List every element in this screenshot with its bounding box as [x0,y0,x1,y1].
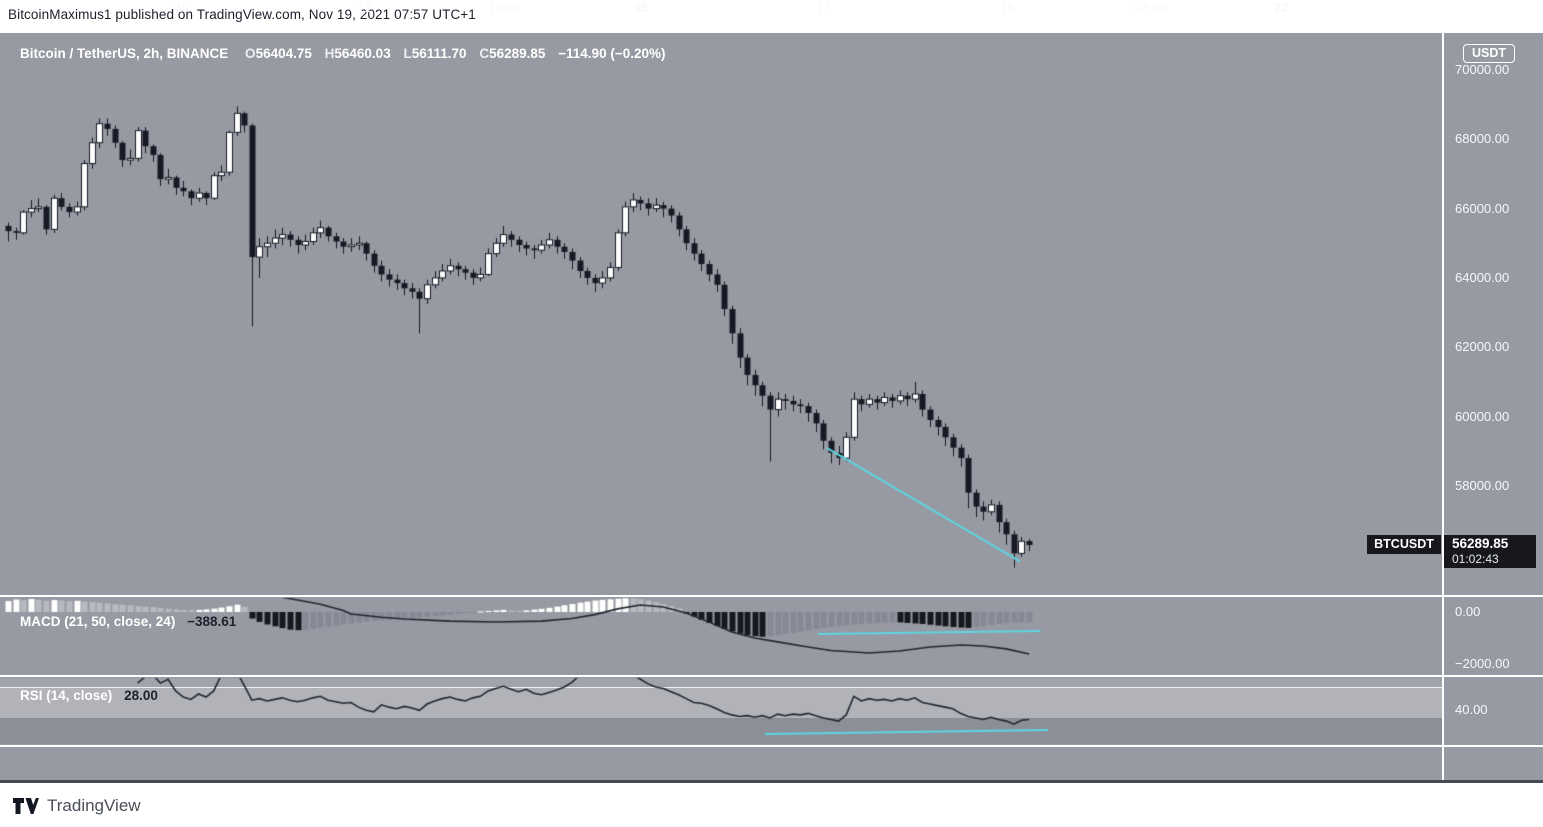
time-tick-label: 13:00 [1133,0,1167,15]
last-price: 56289.85 [1452,536,1509,551]
tradingview-brand-text: TradingView [47,796,141,815]
legend-low-value: 56111.70 [411,46,467,61]
tradingview-logo-icon[interactable] [13,796,39,816]
legend-low-label: L [403,46,412,61]
price-tick-label: 60000.00 [1455,408,1510,424]
price-tick-label: 58000.00 [1455,477,1510,493]
legend-symbol[interactable]: Bitcoin / TetherUS, 2h, BINANCE [20,46,229,61]
symbol-legend[interactable]: Bitcoin / TetherUS, 2h, BINANCE O56404.7… [20,46,665,61]
last-price-badge: 56289.85 01:02:43 [1444,535,1536,568]
time-tick-label: 13:00 [487,0,521,15]
legend-close-value: 56289.85 [489,46,546,61]
time-tick-label: 12 [357,0,372,15]
rsi-tick-label: 40.00 [1455,702,1488,718]
legend-open-label: O [245,46,256,61]
time-tick-label: 17 [816,0,832,15]
rsi-value: 28.00 [124,688,158,703]
legend-high-label: H [324,46,335,61]
time-tick-label: 10 [174,0,189,15]
macd-params: MACD (21, 50, close, 24) [20,614,176,629]
symbol-badge: BTCUSDT [1367,535,1441,554]
legend-high-value: 56460.03 [334,46,391,61]
rsi-legend[interactable]: RSI (14, close) 28.00 [20,688,158,703]
footer: TradingView [13,793,141,819]
time-tick-label: 15 [633,0,649,15]
macd-tick-label: −2000.00 [1455,655,1510,671]
rsi-params: RSI (14, close) [20,688,113,703]
currency-toggle-button[interactable]: USDT [1463,44,1516,63]
price-tick-label: 70000.00 [1455,62,1510,77]
time-tick-label: 22 [1274,0,1289,15]
legend-close-label: C [479,46,490,61]
price-tick-label: 66000.00 [1455,200,1510,216]
price-tick-label: 62000.00 [1455,339,1510,355]
bar-countdown: 01:02:43 [1452,552,1499,566]
price-tick-label: 64000.00 [1455,269,1510,285]
macd-value: −388.61 [187,614,237,629]
macd-legend[interactable]: MACD (21, 50, close, 24) −388.61 [20,614,236,629]
legend-open-value: 56404.75 [255,46,312,61]
macd-tick-label: 0.00 [1455,604,1481,619]
legend-change: −114.90 (−0.20%) [558,46,666,61]
time-tick-label: 19 [999,0,1015,15]
price-tick-label: 68000.00 [1455,131,1510,147]
